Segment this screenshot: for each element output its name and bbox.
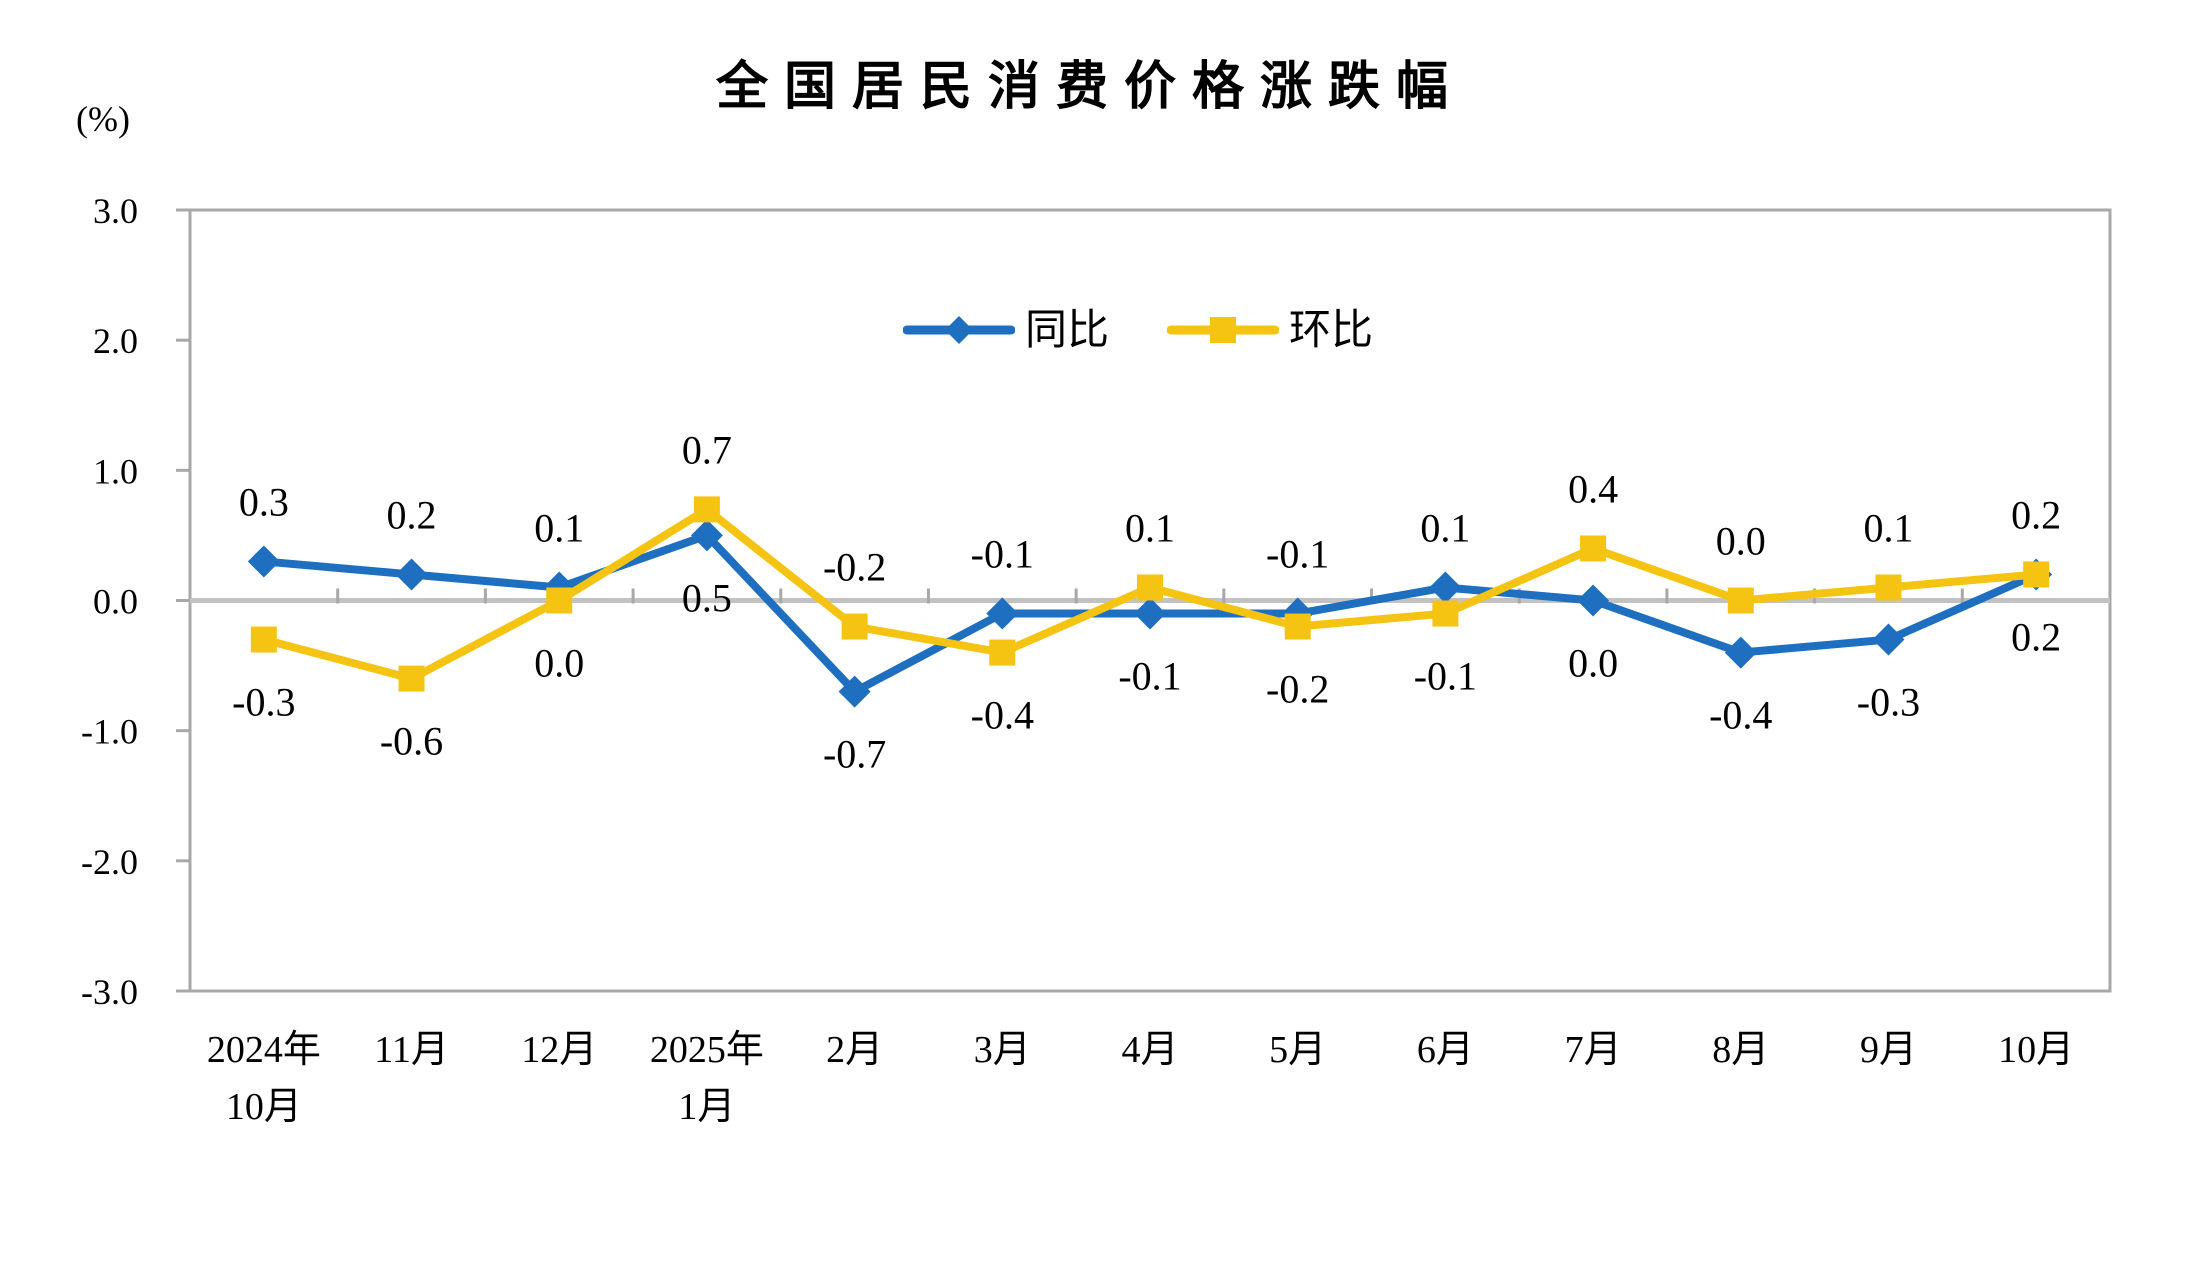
square-marker — [398, 665, 425, 692]
square-marker — [1580, 535, 1607, 562]
legend-item-mom: 环比 — [1167, 308, 1373, 352]
data-label: 0.1 — [1863, 505, 1913, 550]
x-axis-category-label: 12月 — [521, 1029, 597, 1071]
data-label: 0.2 — [387, 492, 437, 537]
data-label: -0.4 — [971, 693, 1034, 738]
legend-item-yoy: 同比 — [903, 308, 1109, 352]
data-label: 0.2 — [2011, 492, 2061, 537]
diamond-marker — [1724, 636, 1757, 669]
data-label: -0.7 — [823, 732, 886, 777]
y-axis-tick-label: 3.0 — [93, 191, 138, 231]
y-axis-tick-label: -1.0 — [81, 712, 138, 752]
mom-line-square-icon — [1167, 317, 1280, 343]
x-axis-category-label: 10月 — [1998, 1029, 2074, 1071]
square-marker — [1137, 574, 1163, 601]
data-label: 0.1 — [1125, 505, 1175, 550]
data-label: -0.3 — [232, 680, 295, 725]
data-label: 0.0 — [534, 641, 584, 686]
square-marker — [841, 613, 868, 640]
data-label: 0.1 — [1420, 505, 1470, 550]
y-axis-unit-label: (%) — [76, 99, 130, 139]
y-axis-tick-label: 1.0 — [93, 451, 138, 491]
y-axis-tick-label: 2.0 — [93, 321, 138, 361]
square-marker — [546, 587, 573, 614]
data-label: -0.1 — [1118, 654, 1181, 699]
data-label: -0.1 — [1266, 532, 1329, 577]
diamond-marker — [247, 545, 280, 578]
x-axis-category-label: 8月 — [1712, 1029, 1769, 1071]
yoy-line-diamond-icon — [903, 316, 1015, 344]
y-axis-tick-label: 0.0 — [93, 582, 138, 622]
legend-label-mom: 环比 — [1289, 306, 1374, 353]
square-marker — [989, 639, 1016, 666]
y-axis-tick-label: -3.0 — [81, 972, 138, 1012]
x-axis-category-label: 3月 — [974, 1029, 1031, 1071]
data-label: -0.2 — [1266, 667, 1329, 712]
x-axis-category-label: 10月 — [226, 1086, 302, 1128]
legend: 同比 环比 — [903, 298, 1373, 362]
diamond-marker — [1577, 584, 1610, 617]
square-marker — [2023, 561, 2050, 588]
x-axis-category-label: 4月 — [1121, 1029, 1178, 1071]
diamond-marker — [1134, 597, 1166, 630]
square-marker — [1875, 574, 1902, 601]
diamond-marker — [1872, 623, 1905, 656]
data-label: -0.6 — [380, 719, 443, 764]
data-label: -0.1 — [971, 532, 1034, 577]
data-label: 0.0 — [1716, 519, 1766, 564]
x-axis-category-label: 6月 — [1417, 1029, 1474, 1071]
data-label: -0.4 — [1709, 693, 1772, 738]
data-label: 0.2 — [2011, 614, 2061, 659]
diamond-marker — [838, 675, 871, 708]
data-label: 0.3 — [239, 479, 289, 524]
square-marker — [250, 626, 277, 653]
diamond-marker — [395, 558, 428, 591]
data-label: 0.4 — [1568, 466, 1618, 511]
chart-title: 全国居民消费价格涨跌幅 — [715, 58, 1464, 116]
x-axis-category-label: 2024年 — [207, 1029, 321, 1071]
data-label: -0.3 — [1857, 680, 1920, 725]
x-axis-category-label: 1月 — [678, 1086, 735, 1128]
legend-label-yoy: 同比 — [1025, 306, 1110, 353]
x-axis-category-label: 7月 — [1565, 1029, 1622, 1071]
x-axis-category-label: 9月 — [1860, 1029, 1917, 1071]
y-axis-tick-label: -2.0 — [81, 842, 138, 882]
diamond-marker — [1429, 571, 1462, 604]
x-axis-category-label: 11月 — [374, 1029, 449, 1071]
data-label: -0.1 — [1414, 654, 1477, 699]
data-label: 0.7 — [682, 427, 732, 472]
square-marker — [693, 496, 720, 523]
x-axis-category-label: 2月 — [826, 1029, 883, 1071]
diamond-marker — [690, 519, 723, 552]
x-axis-category-label: 5月 — [1269, 1029, 1326, 1071]
x-axis-category-label: 2025年 — [650, 1029, 764, 1071]
data-label: 0.5 — [682, 575, 732, 620]
diamond-marker — [986, 597, 1019, 630]
square-marker — [1284, 613, 1311, 640]
square-marker — [1727, 587, 1754, 614]
data-label: 0.1 — [534, 505, 584, 550]
square-marker — [1432, 600, 1459, 627]
data-label: 0.0 — [1568, 641, 1618, 686]
data-label: -0.2 — [823, 545, 886, 590]
